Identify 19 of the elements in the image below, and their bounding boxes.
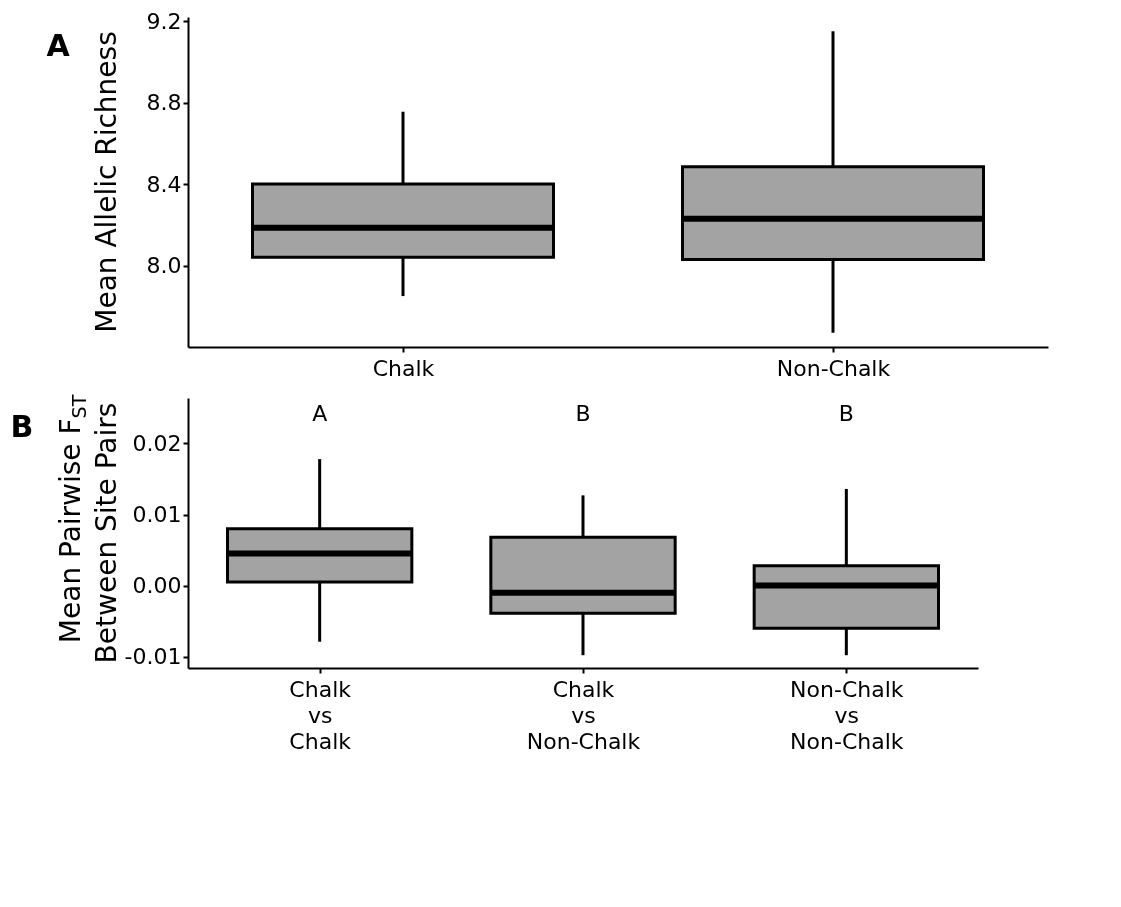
chart-title: B [10, 409, 34, 444]
x-tick-label: Chalk [372, 355, 435, 381]
y-tick-label: 8.8 [146, 90, 182, 116]
y-axis-title: Mean Allelic Richness [90, 31, 123, 333]
x-tick-label: Non-Chalk vs Non-Chalk [790, 676, 904, 754]
y-tick-label: 8.4 [146, 171, 182, 197]
y-tick-label: 9.2 [146, 8, 182, 34]
y-tick-label: 8.0 [146, 253, 182, 279]
y-tick-label: 0.00 [132, 573, 182, 599]
y-tick-label: 0.01 [132, 502, 182, 528]
chart-title: A [46, 28, 71, 63]
y-tick-label: 0.02 [132, 430, 182, 456]
annotation: A [312, 401, 328, 426]
x-tick-label: Non-Chalk [776, 355, 891, 381]
annotation: B [575, 401, 591, 426]
y-tick-label: -0.01 [124, 644, 182, 670]
x-tick-label: Chalk vs Chalk [289, 676, 352, 754]
x-tick-label: Chalk vs Non-Chalk [526, 676, 641, 754]
annotation: B [838, 401, 854, 426]
